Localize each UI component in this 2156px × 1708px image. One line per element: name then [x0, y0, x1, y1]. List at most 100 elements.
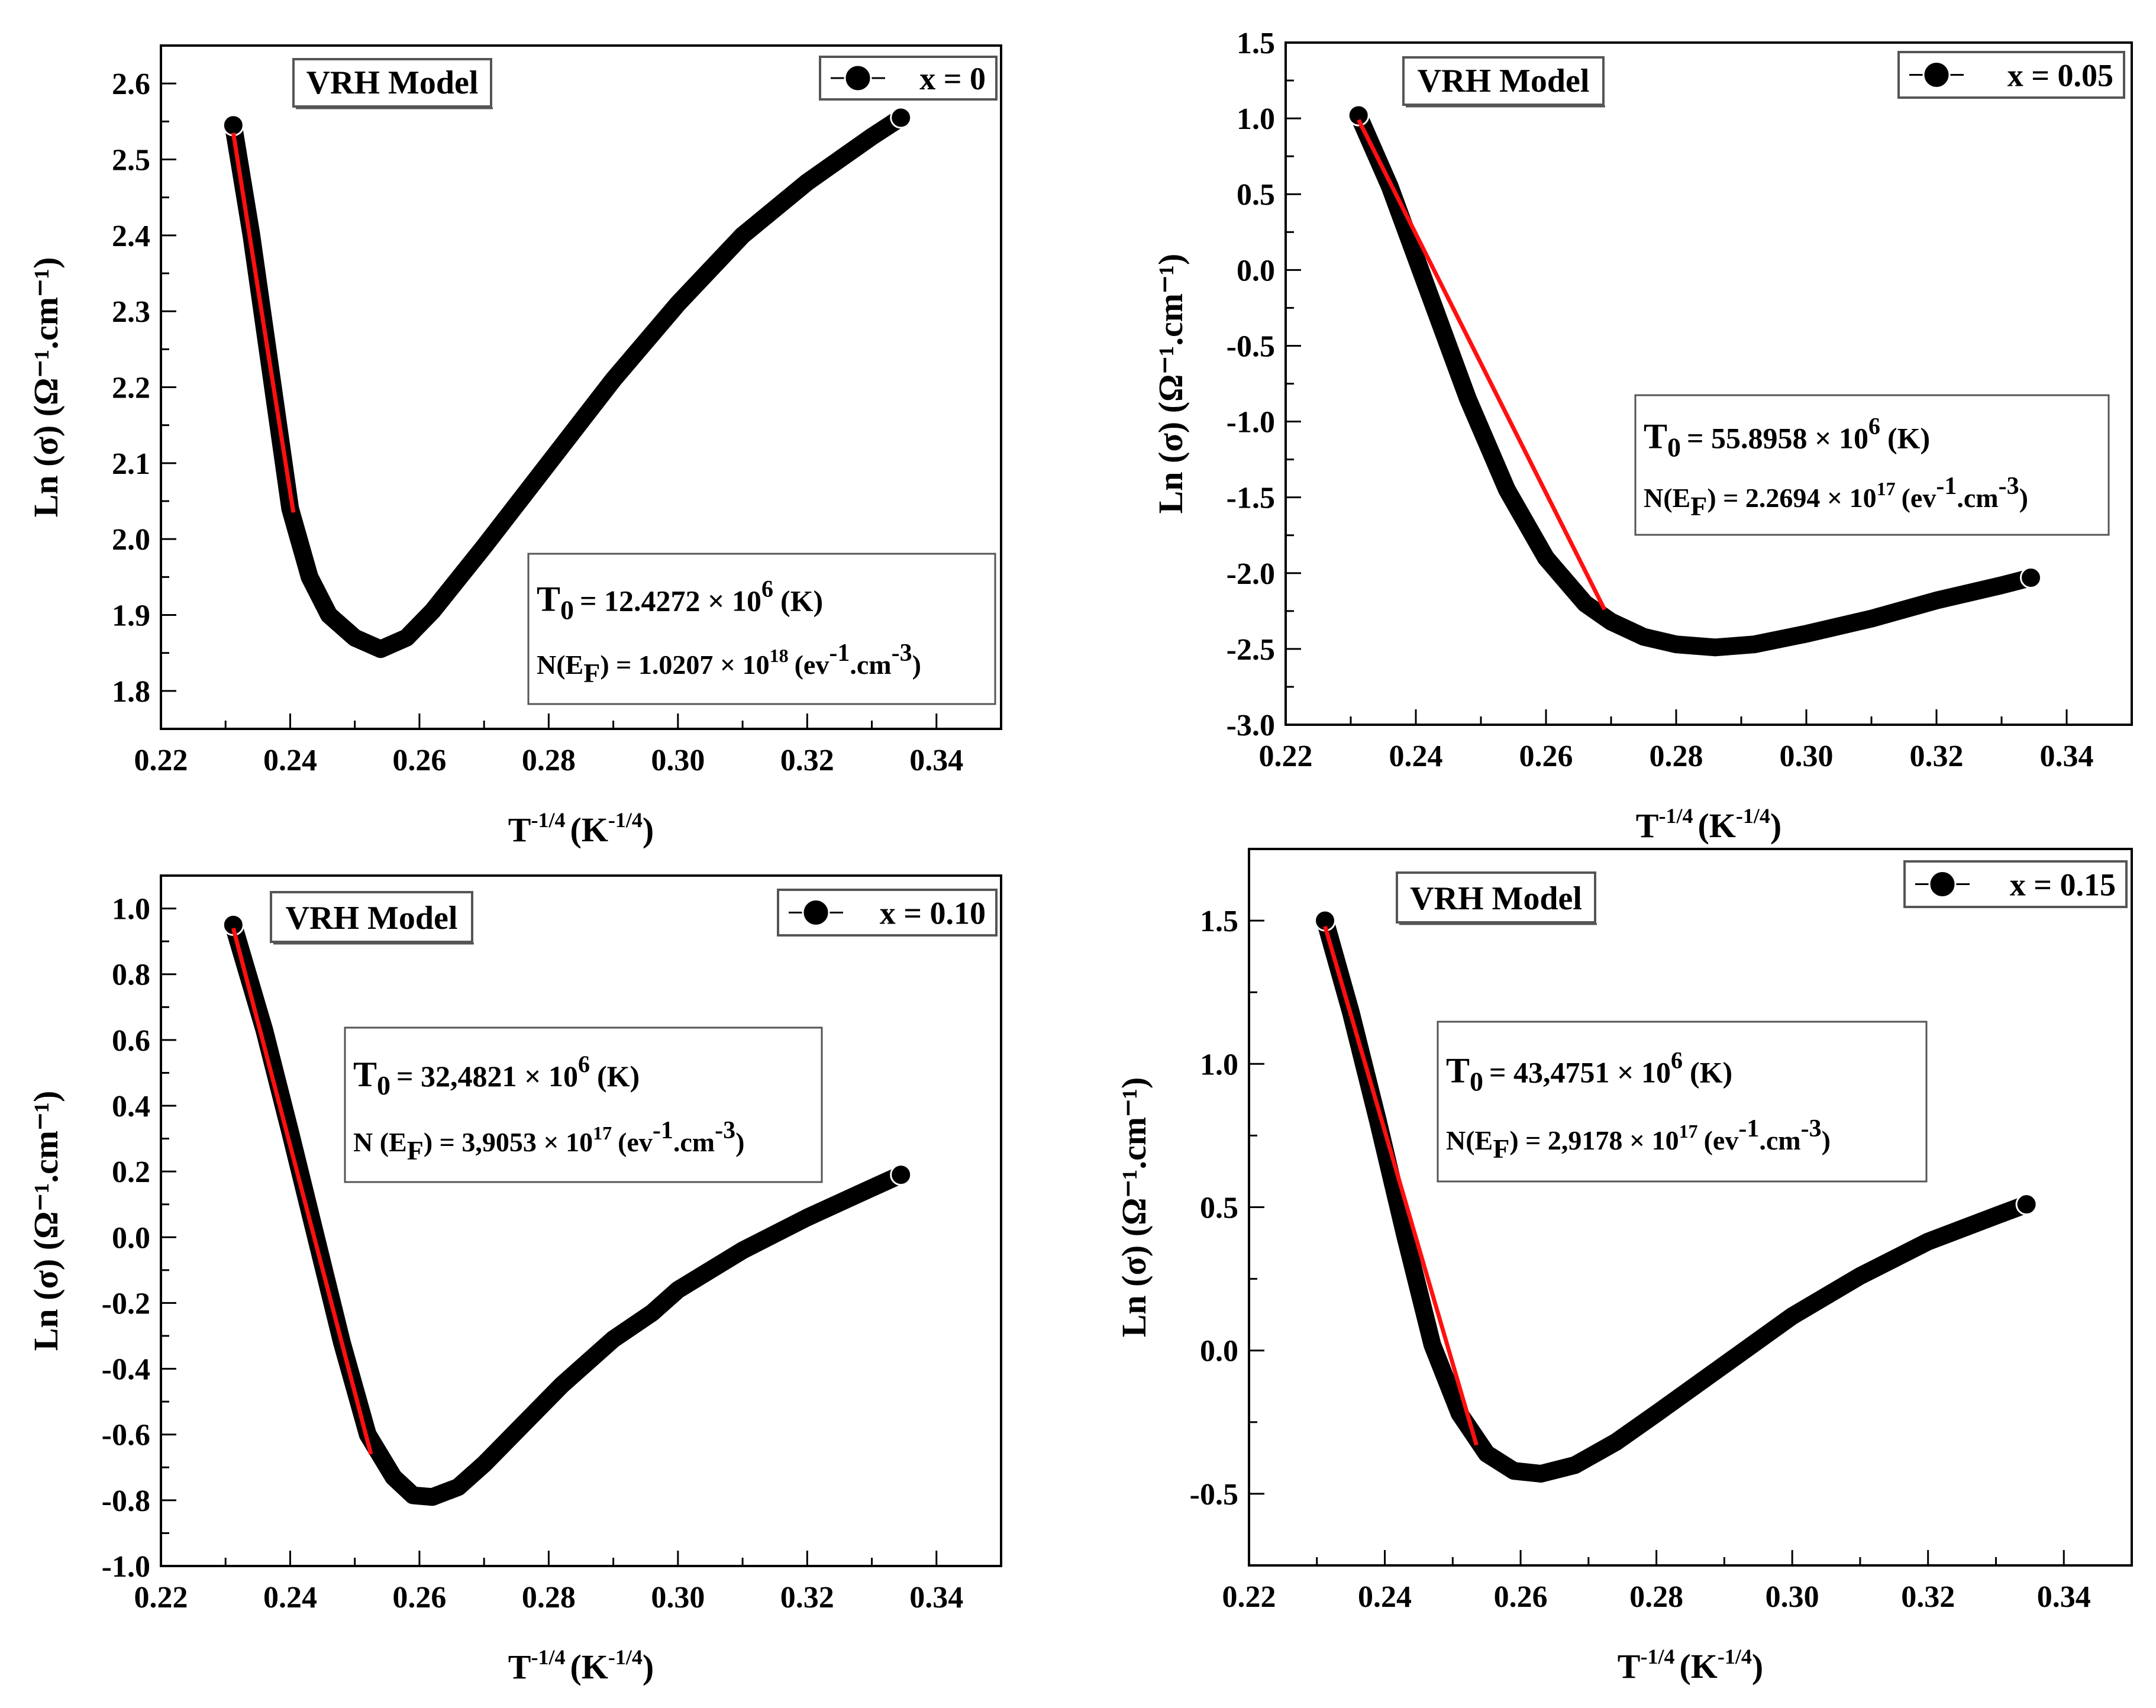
param-n-exp: 18: [770, 645, 789, 666]
x-tick-label: 0.28: [522, 744, 576, 777]
param-n-sub: F: [1493, 1134, 1509, 1164]
param-t0-value: = 12.4272 × 10: [580, 585, 761, 618]
param-n-unit-mid: .cm: [1957, 483, 1998, 513]
linear-fit-line: [231, 928, 373, 1455]
x-axis-label: T-1/4 (K-1/4): [1636, 804, 1781, 845]
data-point-end: [2020, 566, 2042, 589]
x-tick-label: 0.26: [1519, 740, 1573, 773]
data-series-curve: [1316, 912, 2036, 1483]
x-axis-label-close: ): [1770, 806, 1781, 845]
params-box: [1437, 1021, 1928, 1183]
param-n-symbol: N(E: [1446, 1125, 1493, 1155]
y-axis-label: Ln (σ) (Ω⁻¹.cm⁻¹): [27, 257, 65, 518]
x-tick-label: 0.28: [1650, 740, 1703, 773]
linear-fit-line: [1357, 119, 1607, 611]
x-axis-label-unit: (K: [570, 811, 608, 849]
y-tick-label: 0.6: [112, 1024, 150, 1058]
param-t0-symbol: T: [353, 1055, 377, 1094]
params-box: [344, 1026, 823, 1183]
model-label: VRH Model: [286, 900, 458, 937]
plot-frame: [160, 874, 1002, 1567]
param-n-value: ) = 2.2694 × 10: [1707, 483, 1876, 513]
x-tick-label: 0.32: [780, 744, 834, 777]
chart-panel-1: 0.22 0.24 0.26 0.28 0.30 0.32 0.34 1.8 1.9 2.0 2.1…: [27, 44, 1002, 849]
param-n-symbol: N(E: [537, 650, 583, 680]
y-tick-label: 1.5: [1200, 905, 1238, 938]
param-n-unit-sup1: -1: [653, 1117, 673, 1144]
param-t0-unit: (K): [597, 1060, 640, 1093]
param-n-value: ) = 1.0207 × 10: [600, 650, 769, 680]
chart-panel-2: 0.22 0.24 0.26 0.28 0.30 0.32 0.34 -3.0 -2.5 -2.0…: [1151, 27, 2133, 845]
param-density: N(EF) = 2,9178 × 1017 (ev-1.cm-3): [1446, 1115, 1831, 1164]
param-n-unit-sup1: -1: [829, 640, 850, 667]
legend-marker-icon: [1922, 61, 1951, 89]
legend-marker-icon: [844, 64, 872, 92]
param-n-unit: (ev: [1902, 483, 1936, 513]
legend-marker-icon: [802, 899, 830, 926]
param-t0-value: = 32,4821 × 10: [396, 1060, 578, 1093]
x-axis-label-unit-sup: -1/4: [608, 1645, 643, 1669]
x-tick-label: 0.28: [522, 1581, 576, 1615]
x-tick-label: 0.32: [1901, 1580, 1955, 1614]
x-tick-label: 0.24: [263, 744, 317, 777]
param-n-symbol: N(E: [1644, 483, 1690, 513]
param-n-unit-sup1: -1: [1936, 473, 1957, 500]
params-box: [1634, 394, 2110, 536]
param-t0-value: = 55.8958 × 10: [1687, 422, 1868, 455]
x-axis-label-close: ): [1752, 1647, 1763, 1686]
y-tick-label: 2.3: [112, 295, 150, 329]
legend-marker-icon: [1928, 870, 1957, 898]
y-tick-label: 2.1: [112, 447, 150, 481]
param-n-unit: (ev: [618, 1127, 653, 1157]
model-label-box: [1402, 56, 1605, 106]
model-label-box: [270, 891, 473, 943]
data-point-end: [890, 106, 912, 129]
y-tick-label: -1.0: [102, 1550, 150, 1584]
param-t0-exp: 6: [1868, 413, 1880, 440]
x-axis-label-unit: (K: [1679, 1647, 1717, 1686]
y-tick-label: 1.0: [1237, 102, 1275, 136]
x-axis-label-base: T: [1636, 806, 1659, 845]
x-tick-label: 0.22: [134, 1581, 188, 1615]
param-t0: T0 = 12.4272 × 106 (K): [537, 576, 823, 625]
model-label: VRH Model: [306, 64, 479, 101]
y-tick-label: 2.2: [112, 372, 150, 405]
param-t0: T0 = 43,4751 × 106 (K): [1446, 1047, 1732, 1097]
x-axis-label-unit-sup: -1/4: [1736, 804, 1770, 828]
y-tick-label: -2.5: [1227, 633, 1275, 667]
y-tick-label: 2.4: [112, 219, 150, 253]
x-tick-label: 0.28: [1629, 1580, 1683, 1614]
param-n-unit: (ev: [795, 650, 830, 680]
x-tick-label: 0.32: [780, 1581, 834, 1615]
x-axis-label-sup: -1/4: [531, 1645, 565, 1669]
param-t0-symbol: T: [537, 580, 560, 619]
x-axis-label-base: T: [508, 811, 531, 849]
param-n-unit-close: ): [912, 650, 921, 680]
param-n-value: ) = 2,9178 × 10: [1509, 1125, 1679, 1155]
param-n-sub: F: [1690, 491, 1707, 521]
y-tick-label: 0.0: [1200, 1335, 1238, 1368]
x-tick-label: 0.34: [2037, 1580, 2091, 1614]
y-tick-label: -0.4: [102, 1353, 150, 1387]
model-label: VRH Model: [1418, 63, 1590, 99]
y-axis-label: Ln (σ) (Ω⁻¹.cm⁻¹): [1115, 1077, 1153, 1338]
x-tick-label: 0.22: [1259, 740, 1313, 773]
legend-label: x = 0: [919, 61, 986, 96]
legend-label: x = 0.10: [880, 896, 986, 931]
param-n-value: ) = 3,9053 × 10: [424, 1127, 593, 1157]
param-n-unit-close: ): [735, 1127, 744, 1157]
y-tick-label: 1.0: [112, 893, 150, 926]
y-tick-label: 1.5: [1237, 27, 1275, 60]
y-tick-label: 0.0: [1237, 254, 1275, 288]
param-t0: T0 = 32,4821 × 106 (K): [353, 1051, 640, 1100]
y-tick-label: 2.0: [112, 523, 150, 557]
x-tick-label: 0.34: [909, 1581, 963, 1615]
param-density: N (EF) = 3,9053 × 1017 (ev-1.cm-3): [353, 1117, 744, 1165]
param-n-unit-mid: .cm: [673, 1127, 715, 1157]
x-axis-label-close: ): [643, 811, 654, 849]
x-tick-label: 0.24: [1389, 740, 1443, 773]
y-tick-label: -3.0: [1227, 709, 1275, 742]
param-t0-symbol: T: [1644, 417, 1667, 456]
param-t0-sub: 0: [1667, 432, 1681, 463]
